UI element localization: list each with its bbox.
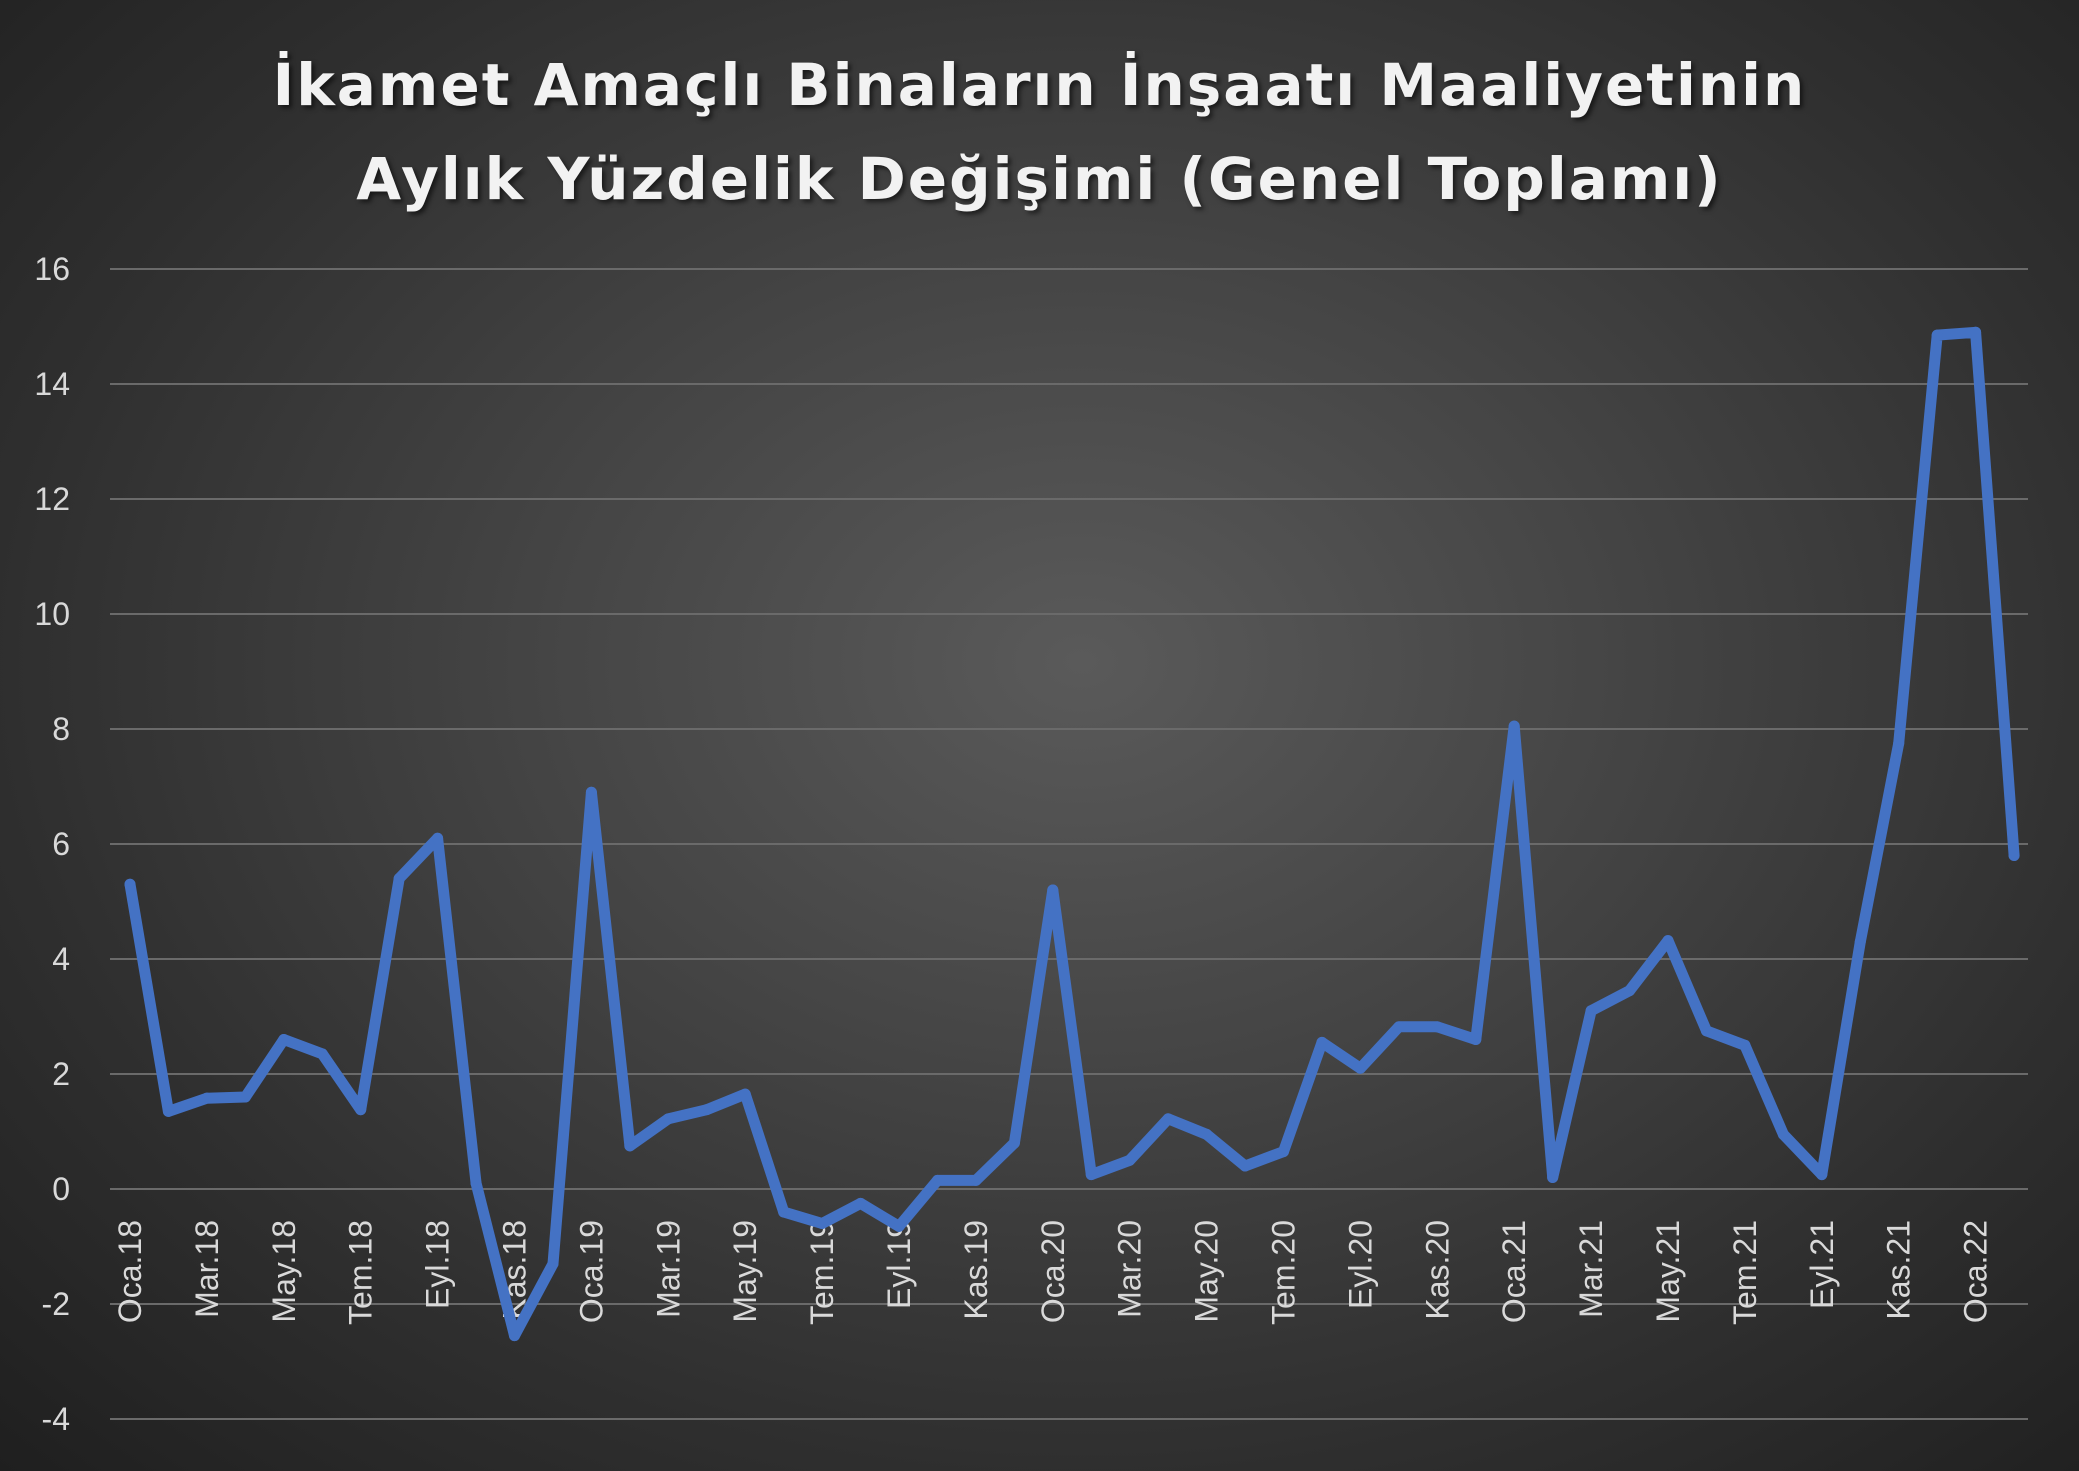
data-point <box>1201 1128 1213 1140</box>
x-tick-label: Oca.19 <box>573 1220 609 1323</box>
data-point <box>1085 1169 1097 1181</box>
data-point <box>1854 936 1866 948</box>
data-point <box>162 1105 174 1117</box>
y-tick-label: 4 <box>52 941 70 977</box>
series-layer <box>124 326 2020 1342</box>
data-point <box>778 1206 790 1218</box>
data-point <box>1008 1137 1020 1149</box>
series-line <box>124 326 2020 1342</box>
data-point <box>1354 1062 1366 1074</box>
x-tick-label: Tem.20 <box>1266 1220 1302 1325</box>
y-tick-label: 2 <box>52 1056 70 1092</box>
data-point <box>1931 329 1943 341</box>
data-point <box>585 786 597 798</box>
x-tick-label: Mar.20 <box>1112 1220 1148 1318</box>
data-point <box>1816 1169 1828 1181</box>
x-tick-label: Tem.18 <box>343 1220 379 1325</box>
data-point <box>1239 1160 1251 1172</box>
data-point <box>1700 1025 1712 1037</box>
y-tick-label: 8 <box>52 711 70 747</box>
y-tick-label: 10 <box>34 596 70 632</box>
y-tick-label: 6 <box>52 826 70 862</box>
x-tick-label: May.18 <box>266 1220 302 1323</box>
data-point <box>2008 850 2020 861</box>
data-point <box>893 1220 905 1232</box>
data-point <box>1316 1036 1328 1048</box>
x-tick-label: Oca.20 <box>1035 1220 1071 1323</box>
data-point <box>739 1088 751 1100</box>
data-point <box>1739 1039 1751 1051</box>
y-tick-label: 12 <box>34 481 70 517</box>
data-point <box>201 1092 213 1104</box>
x-tick-label: Mar.21 <box>1573 1220 1609 1318</box>
y-tick-label: 0 <box>52 1171 70 1207</box>
data-point <box>701 1104 713 1116</box>
data-point <box>1508 720 1520 732</box>
y-tick-label: -4 <box>42 1401 70 1437</box>
data-point <box>1431 1021 1443 1033</box>
data-point <box>1393 1021 1405 1033</box>
data-point <box>316 1048 328 1060</box>
data-point <box>124 878 136 890</box>
chart-title: İkamet Amaçlı Binaların İnşaatı Maaliyet… <box>0 38 2079 226</box>
x-tick-label: Kas.19 <box>958 1220 994 1320</box>
x-tick-label: Mar.18 <box>189 1220 225 1318</box>
x-tick-label: May.19 <box>727 1220 763 1323</box>
data-point <box>1624 985 1636 997</box>
data-point <box>931 1174 943 1186</box>
data-point <box>355 1104 367 1116</box>
data-point <box>1662 935 1674 947</box>
x-axis-tick-labels: Oca.18 Mar.18 May.18 Tem.18 Eyl.18 Kas.18 Oca.… <box>112 1220 1994 1325</box>
x-tick-label: Kas.20 <box>1419 1220 1455 1320</box>
y-axis-tick-labels: 16 14 12 10 8 6 4 2 0 -2 -4 <box>34 251 70 1437</box>
data-point <box>393 873 405 884</box>
x-tick-label: Eyl.20 <box>1342 1220 1378 1309</box>
data-point <box>1585 1005 1597 1017</box>
x-tick-label: Eyl.19 <box>881 1220 917 1309</box>
data-point <box>1970 326 1982 338</box>
chart-title-line-1: İkamet Amaçlı Binaların İnşaatı Maaliyet… <box>272 51 1807 119</box>
data-point <box>1893 737 1905 749</box>
x-tick-label: Tem.21 <box>1727 1220 1763 1325</box>
data-point <box>970 1174 982 1186</box>
x-tick-label: Eyl.18 <box>420 1220 456 1309</box>
data-point <box>1124 1154 1136 1166</box>
data-point <box>432 832 444 844</box>
data-point <box>1547 1172 1559 1183</box>
x-tick-label: Oca.18 <box>112 1220 148 1323</box>
data-point <box>1162 1113 1174 1125</box>
x-tick-label: Mar.19 <box>650 1220 686 1318</box>
x-tick-label: May.20 <box>1189 1220 1225 1323</box>
y-tick-label: -2 <box>42 1286 70 1322</box>
x-tick-label: Tem.19 <box>804 1220 840 1325</box>
data-point <box>239 1091 251 1103</box>
chart-title-line-2: Aylık Yüzdelik Değişimi (Genel Toplamı) <box>356 145 1723 213</box>
x-tick-label: Oca.22 <box>1958 1220 1994 1323</box>
data-point <box>1278 1146 1289 1158</box>
data-point <box>1777 1128 1789 1140</box>
x-tick-label: Oca.21 <box>1496 1220 1532 1323</box>
data-point <box>662 1113 674 1125</box>
data-point <box>1470 1034 1482 1045</box>
data-point <box>278 1034 290 1045</box>
x-tick-label: Eyl.21 <box>1804 1220 1840 1309</box>
y-tick-label: 14 <box>34 366 70 402</box>
y-tick-label: 16 <box>34 251 70 287</box>
data-point <box>1047 884 1059 896</box>
data-point <box>470 1177 482 1189</box>
x-tick-label: Kas.21 <box>1881 1220 1917 1320</box>
data-point <box>624 1140 636 1152</box>
x-tick-label: May.21 <box>1650 1220 1686 1323</box>
data-point <box>855 1197 867 1209</box>
data-point <box>547 1258 559 1270</box>
data-point <box>816 1218 828 1229</box>
data-point <box>509 1330 520 1342</box>
